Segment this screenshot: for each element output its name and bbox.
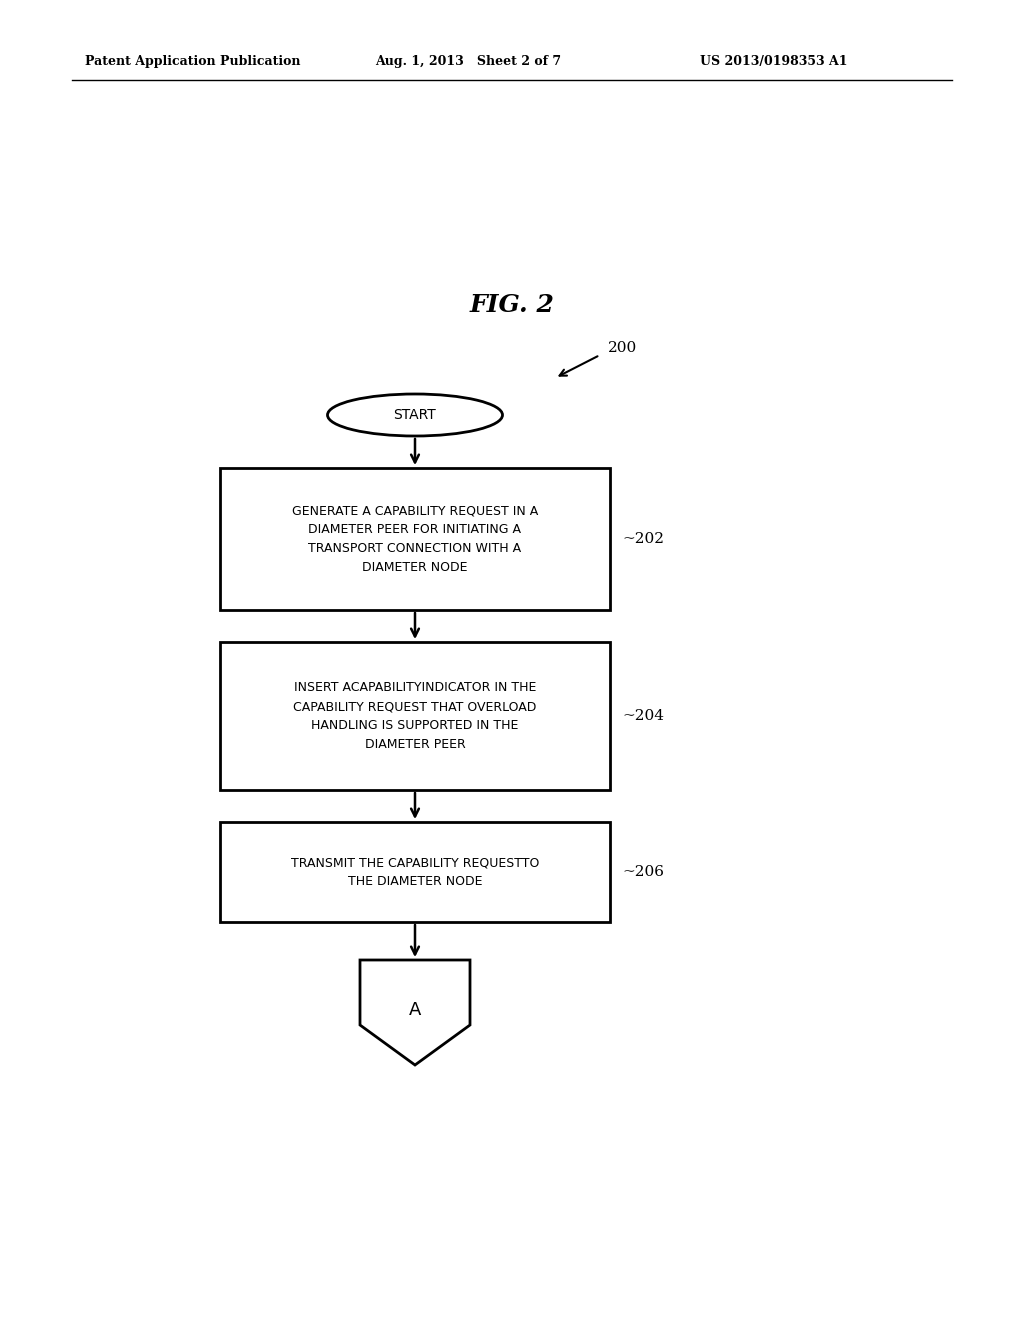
Ellipse shape [328,393,503,436]
Text: A: A [409,1001,421,1019]
Text: TRANSMIT THE CAPABILITY REQUESTTO
THE DIAMETER NODE: TRANSMIT THE CAPABILITY REQUESTTO THE DI… [291,855,540,888]
Text: ~204: ~204 [622,709,664,723]
Text: ~206: ~206 [622,865,664,879]
Bar [220,822,610,921]
Bar [220,469,610,610]
Text: START: START [393,408,436,422]
Text: Patent Application Publication: Patent Application Publication [85,55,300,69]
Text: FIG. 2: FIG. 2 [470,293,554,317]
Text: Aug. 1, 2013   Sheet 2 of 7: Aug. 1, 2013 Sheet 2 of 7 [375,55,561,69]
Bar [220,642,610,789]
Text: 200: 200 [608,341,637,355]
Text: US 2013/0198353 A1: US 2013/0198353 A1 [700,55,848,69]
Text: INSERT ACAPABILITYINDICATOR IN THE
CAPABILITY REQUEST THAT OVERLOAD
HANDLING IS : INSERT ACAPABILITYINDICATOR IN THE CAPAB… [293,681,537,751]
Text: GENERATE A CAPABILITY REQUEST IN A
DIAMETER PEER FOR INITIATING A
TRANSPORT CONN: GENERATE A CAPABILITY REQUEST IN A DIAME… [292,504,539,574]
Polygon shape [360,960,470,1065]
Text: ~202: ~202 [622,532,664,546]
